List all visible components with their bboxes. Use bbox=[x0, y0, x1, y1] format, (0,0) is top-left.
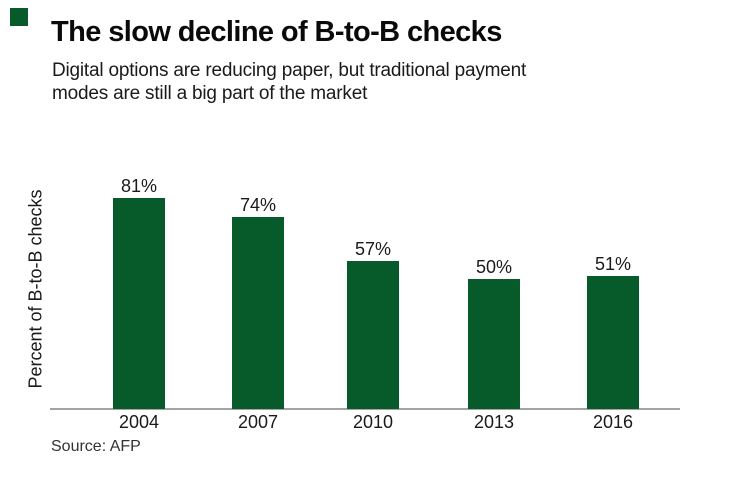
y-axis-label: Percent of B-to-B checks bbox=[25, 189, 46, 389]
bar-value-label-2010: 57% bbox=[354, 239, 392, 259]
subtitle-line-2: modes are still a big part of the market bbox=[52, 83, 368, 104]
brand-square-icon bbox=[10, 8, 28, 26]
bar-value-label-2013: 50% bbox=[475, 257, 513, 277]
bar-2016 bbox=[587, 276, 639, 409]
chart-title: The slow decline of B-to-B checks bbox=[51, 16, 502, 48]
x-tick-label-2007: 2007 bbox=[237, 412, 279, 432]
bar-2010 bbox=[347, 261, 399, 409]
bar-value-label-2016: 51% bbox=[594, 254, 632, 274]
x-axis-line bbox=[50, 408, 680, 410]
bar-2007 bbox=[232, 217, 284, 409]
x-tick-label-2010: 2010 bbox=[352, 412, 394, 432]
subtitle-line-1: Digital options are reducing paper, but … bbox=[52, 60, 527, 81]
bar-value-label-2004: 81% bbox=[120, 176, 158, 196]
source-label: Source: AFP bbox=[51, 438, 141, 455]
x-tick-label-2004: 2004 bbox=[118, 412, 160, 432]
x-tick-label-2013: 2013 bbox=[473, 412, 515, 432]
bar-2004 bbox=[113, 198, 165, 409]
bar-2013 bbox=[468, 279, 520, 409]
bar-value-label-2007: 74% bbox=[239, 195, 277, 215]
chart-subtitle: Digital options are reducing paper, but … bbox=[52, 59, 526, 105]
x-tick-label-2016: 2016 bbox=[592, 412, 634, 432]
